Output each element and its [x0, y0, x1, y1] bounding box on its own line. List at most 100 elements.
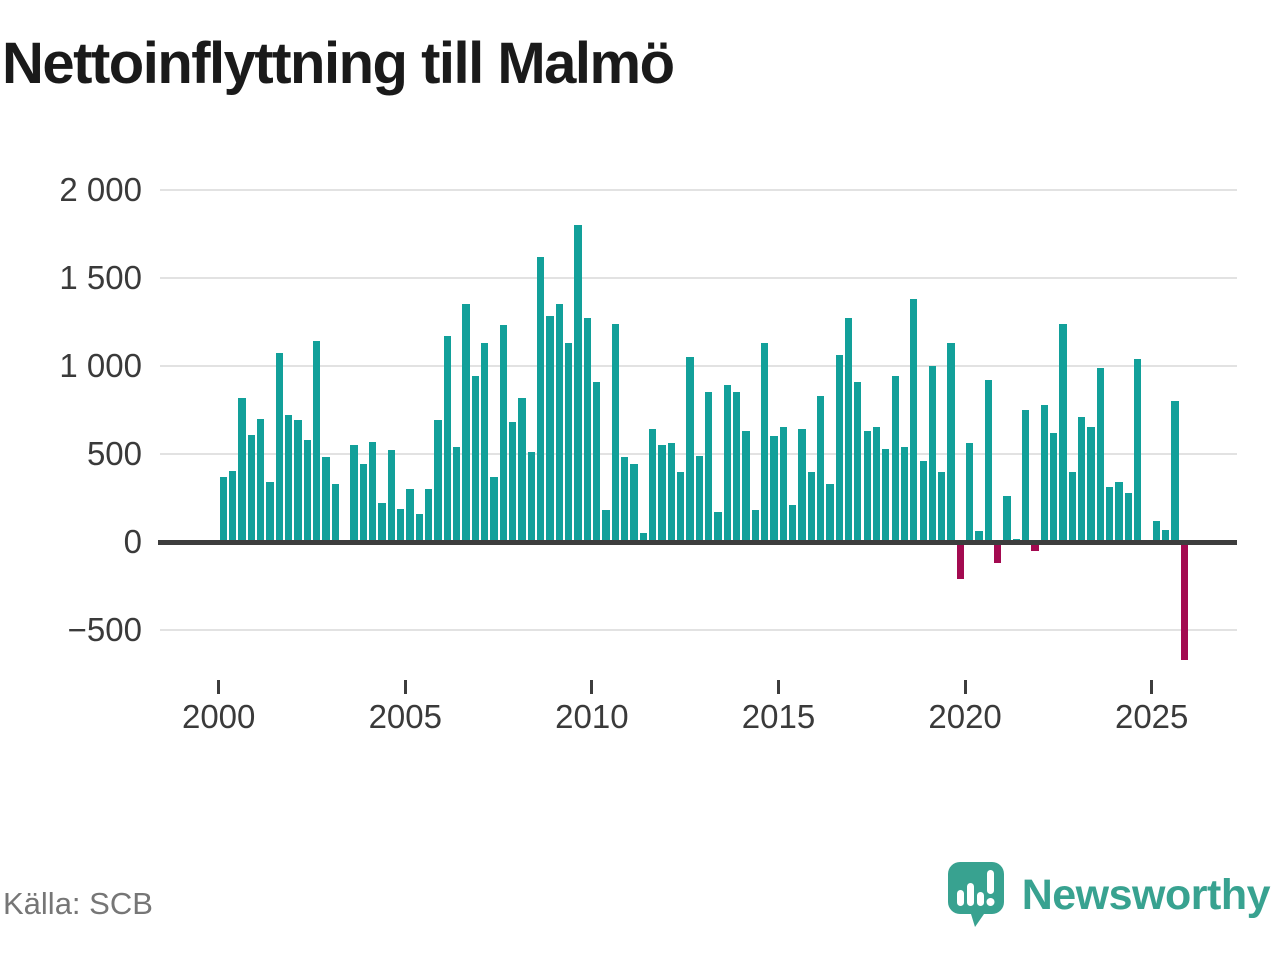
y-axis-label: −500	[67, 611, 142, 649]
bar	[956, 542, 965, 579]
bar	[1068, 471, 1077, 542]
bar	[369, 441, 377, 542]
x-axis-tick	[963, 680, 967, 694]
y-axis-label: 1 500	[59, 258, 142, 296]
x-axis-tick	[777, 680, 780, 694]
bar	[658, 445, 666, 542]
bar	[1152, 520, 1161, 542]
bar	[966, 443, 974, 542]
bar	[844, 318, 853, 542]
bar	[331, 483, 340, 542]
bar	[900, 446, 909, 542]
bar	[938, 471, 946, 542]
bar	[583, 318, 591, 542]
x-axis-label: 2025	[1114, 698, 1189, 735]
bar	[835, 355, 843, 542]
newsworthy-logo: Newsworthy	[946, 860, 1271, 930]
bar	[648, 429, 657, 542]
bar	[322, 457, 330, 542]
bar	[994, 542, 1002, 564]
bar	[872, 427, 881, 542]
bar	[919, 460, 927, 542]
x-axis-label: 2005	[368, 698, 442, 735]
bar	[928, 365, 937, 543]
y-axis-label: 2 000	[59, 170, 142, 208]
x-axis-label: 2000	[181, 698, 256, 735]
newsworthy-logo-icon	[947, 862, 1004, 927]
x-axis-tick	[590, 680, 594, 694]
bar	[518, 397, 526, 542]
bar	[1003, 496, 1011, 542]
bar	[1124, 492, 1133, 542]
bar	[1050, 432, 1058, 542]
bar	[499, 325, 507, 542]
source-note: Källa: SCB	[3, 886, 153, 921]
bar	[686, 356, 694, 542]
bar	[826, 483, 834, 542]
bar	[816, 395, 825, 542]
gridline-2000	[160, 188, 1237, 191]
bar	[359, 464, 367, 542]
bar	[229, 470, 237, 542]
bar	[480, 342, 489, 542]
bar	[1134, 358, 1142, 542]
bar	[714, 512, 722, 542]
bar	[1096, 367, 1105, 542]
bar	[779, 427, 787, 542]
bar	[397, 508, 405, 542]
bar	[1059, 323, 1067, 542]
bar	[770, 436, 778, 543]
bar	[1022, 409, 1030, 542]
bar	[1106, 487, 1114, 542]
bar	[742, 431, 750, 542]
bar	[1078, 416, 1086, 542]
bar	[378, 503, 386, 542]
bar	[620, 457, 629, 542]
bar	[882, 448, 890, 542]
bar	[415, 513, 423, 542]
bar	[732, 392, 741, 542]
bar	[602, 510, 610, 542]
bar	[695, 455, 703, 542]
bar	[443, 335, 451, 542]
gridline-1500	[160, 276, 1237, 279]
bar	[975, 531, 983, 542]
bar	[798, 429, 806, 542]
bar	[760, 342, 769, 542]
bar	[425, 489, 433, 542]
bar	[1171, 401, 1179, 542]
x-axis-label: 2015	[741, 698, 816, 735]
bar	[546, 316, 554, 542]
bar	[891, 376, 899, 542]
bar	[434, 420, 442, 542]
bar	[452, 446, 461, 542]
bar	[313, 341, 321, 542]
bar	[219, 476, 228, 542]
bar	[266, 482, 274, 542]
bar	[630, 464, 638, 542]
y-axis-label: 0	[123, 523, 142, 560]
bar	[592, 381, 601, 542]
bar	[574, 224, 582, 543]
bar	[984, 379, 993, 542]
bar	[639, 533, 647, 542]
bar	[350, 445, 358, 542]
newsworthy-logo-text: Newsworthy	[1021, 871, 1271, 919]
bar	[788, 505, 797, 542]
bar	[527, 452, 535, 542]
bar	[508, 422, 517, 542]
bar	[910, 298, 918, 542]
bar	[863, 431, 871, 542]
bar	[471, 376, 479, 542]
gridline-1000	[160, 364, 1237, 367]
bar	[294, 420, 302, 542]
chart-title: Nettoinflyttning till Malmö	[2, 31, 675, 96]
bar	[490, 476, 498, 542]
bar	[387, 450, 395, 542]
bar	[303, 439, 312, 542]
bar	[1031, 542, 1039, 551]
bar	[1162, 529, 1170, 542]
x-axis-label: 2020	[928, 698, 1002, 735]
bar	[285, 415, 293, 542]
bar	[555, 304, 563, 542]
